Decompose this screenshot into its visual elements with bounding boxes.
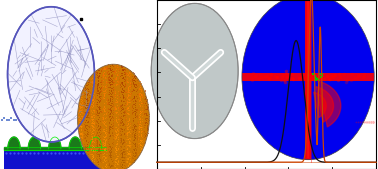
Polygon shape [314, 92, 326, 118]
Ellipse shape [8, 7, 94, 142]
Ellipse shape [77, 64, 149, 169]
Bar [305, 0, 311, 160]
Bar [4, 150, 106, 169]
Polygon shape [69, 137, 81, 149]
Bar [242, 73, 374, 81]
Polygon shape [90, 137, 102, 149]
Polygon shape [8, 137, 20, 149]
Bar [157, 0, 376, 169]
Polygon shape [318, 81, 341, 127]
Ellipse shape [242, 0, 374, 160]
Polygon shape [4, 147, 106, 150]
Bar [307, 27, 309, 127]
Polygon shape [28, 137, 40, 149]
Polygon shape [49, 137, 61, 149]
Bar [307, 0, 310, 160]
Polygon shape [316, 87, 333, 122]
Ellipse shape [151, 3, 238, 139]
